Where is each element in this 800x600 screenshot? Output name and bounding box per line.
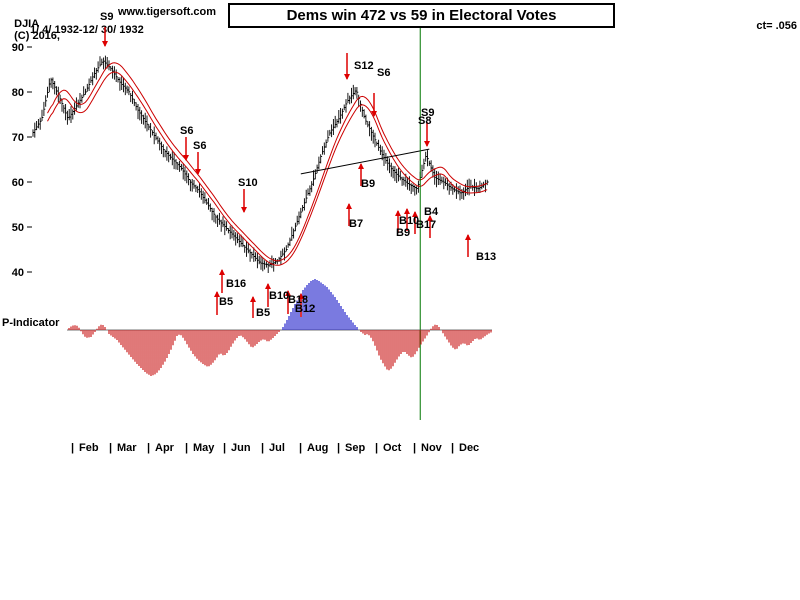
price-bars xyxy=(32,55,489,273)
month-separator: | xyxy=(299,442,303,454)
signal-label: B5 xyxy=(256,307,270,319)
month-label: Dec xyxy=(459,442,480,454)
month-label: Mar xyxy=(117,442,137,454)
sell-signal-arrow xyxy=(102,27,108,47)
month-separator: | xyxy=(223,442,227,454)
y-axis-label: 60 xyxy=(12,177,24,189)
buy-signal-arrow xyxy=(358,163,364,186)
buy-signal-arrow xyxy=(395,210,401,233)
sell-signal-arrow xyxy=(195,152,201,175)
month-label: Aug xyxy=(307,442,329,454)
signal-label: B4 xyxy=(424,206,439,218)
sell-signal-arrow xyxy=(371,93,377,117)
signal-label: S12 xyxy=(354,60,374,72)
signal-label: B13 xyxy=(476,251,496,263)
buy-signal-arrow xyxy=(298,293,304,317)
month-separator: | xyxy=(185,442,189,454)
month-separator: | xyxy=(71,442,75,454)
trendline xyxy=(300,148,430,175)
month-label: Jun xyxy=(231,442,251,454)
lower-band xyxy=(47,71,488,266)
buy-signal-arrow xyxy=(219,269,225,293)
signal-label: B7 xyxy=(349,218,363,230)
signal-label: S9 xyxy=(421,107,434,119)
buy-signal-arrow xyxy=(404,208,410,231)
buy-signal-arrow xyxy=(285,290,291,314)
signal-label: B5 xyxy=(219,296,233,308)
chart-header: DJIA (C) 2016, www.tigersoft.com xyxy=(8,6,216,54)
month-label: Apr xyxy=(155,442,174,454)
signal-label: B18 xyxy=(288,294,308,306)
month-separator: | xyxy=(147,442,151,454)
signal-label: B17 xyxy=(416,219,436,231)
right-stat-label: ct= .056 xyxy=(756,20,797,32)
buy-signal-arrow xyxy=(250,296,256,318)
signal-label: S9 xyxy=(100,11,113,23)
sell-signal-arrow xyxy=(241,189,247,213)
y-axis-label: 50 xyxy=(12,222,24,234)
symbol-label: DJIA xyxy=(14,18,39,30)
upper-band xyxy=(47,62,488,262)
month-separator: | xyxy=(451,442,455,454)
month-label: Feb xyxy=(79,442,99,454)
signal-label: S8 xyxy=(418,115,431,127)
copyright-site-label: www.tigersoft.com xyxy=(118,6,216,18)
p-indicator-label: P-Indicator xyxy=(2,317,60,329)
y-axis-label: 70 xyxy=(12,132,24,144)
signal-label: B12 xyxy=(295,303,315,315)
sell-signal-arrow xyxy=(424,122,430,147)
buy-signal-arrow xyxy=(412,211,418,234)
month-label: Jul xyxy=(269,442,285,454)
month-separator: | xyxy=(413,442,417,454)
indicator-histogram-red xyxy=(68,324,492,376)
buy-signal-arrow xyxy=(346,203,352,226)
buy-signal-arrow xyxy=(427,215,433,238)
signal-label: S6 xyxy=(377,67,390,79)
sell-signal-arrow xyxy=(344,53,350,80)
signal-label: B10 xyxy=(269,290,289,302)
signal-label: B10 xyxy=(399,215,419,227)
buy-signal-arrow xyxy=(265,283,271,307)
buy-signal-arrow xyxy=(214,291,220,315)
signal-label: B9 xyxy=(361,178,375,190)
y-axis-label: 40 xyxy=(12,267,24,279)
copyright-label: (C) 2016, xyxy=(14,30,60,42)
month-separator: | xyxy=(375,442,379,454)
signal-label: S6 xyxy=(180,125,193,137)
indicator-histogram-blue xyxy=(282,279,358,330)
month-axis: | Feb | Mar | Apr | May | Jun | Jul | Aug | Sep | Oct | Nov… xyxy=(0,442,800,458)
y-axis-label: 80 xyxy=(12,87,24,99)
signal-label: B16 xyxy=(226,278,246,290)
signal-label: S6 xyxy=(193,140,206,152)
y-axis-label: 90 xyxy=(12,42,24,54)
signal-label: B9 xyxy=(396,227,410,239)
headline-banner: Dems win 472 vs 59 in Electoral Votes xyxy=(228,3,615,28)
month-label: Nov xyxy=(421,442,442,454)
month-label: May xyxy=(193,442,215,454)
month-separator: | xyxy=(337,442,341,454)
month-label: Oct xyxy=(383,442,402,454)
month-separator: | xyxy=(261,442,265,454)
buy-signal-arrow xyxy=(465,234,471,257)
sell-signal-arrow xyxy=(183,137,189,161)
signal-label: S10 xyxy=(238,177,258,189)
month-separator: | xyxy=(109,442,113,454)
month-label: Sep xyxy=(345,442,366,454)
